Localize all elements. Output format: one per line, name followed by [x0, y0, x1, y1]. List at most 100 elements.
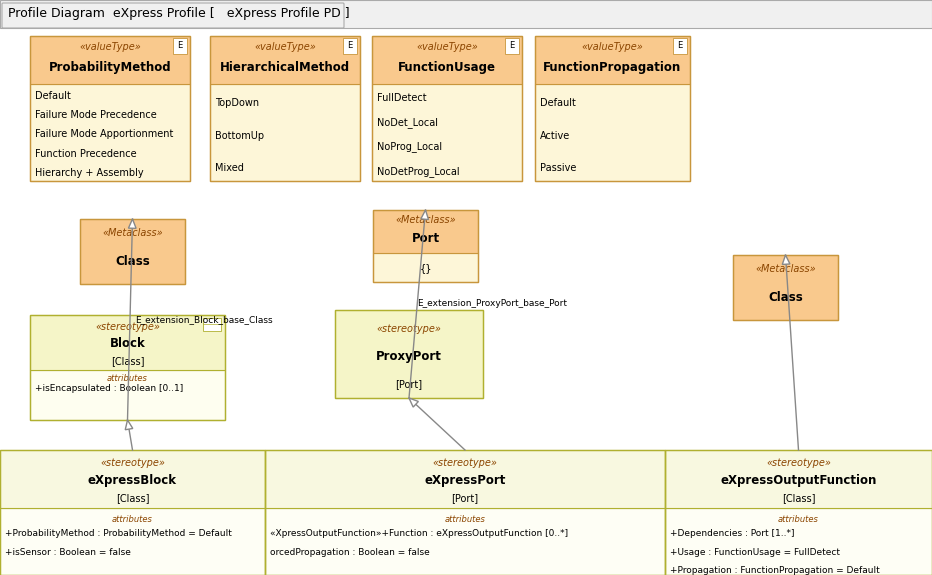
Bar: [30, 315, 225, 420]
Text: Class: Class: [116, 255, 150, 268]
Text: «stereotype»: «stereotype»: [432, 458, 498, 467]
Bar: [265, 508, 665, 575]
Polygon shape: [782, 255, 790, 264]
Text: attributes: attributes: [445, 515, 486, 524]
Text: attributes: attributes: [107, 374, 148, 383]
Bar: [30, 315, 225, 370]
Text: Profile Diagram  eXpress Profile [   eXpress Profile PD ]: Profile Diagram eXpress Profile [ eXpres…: [8, 7, 349, 21]
Text: ProxyPort: ProxyPort: [377, 350, 442, 363]
Text: «Metaclass»: «Metaclass»: [395, 214, 456, 224]
Text: Port: Port: [411, 232, 440, 244]
Bar: [210, 36, 360, 181]
Text: «Metaclass»: «Metaclass»: [755, 264, 816, 274]
Bar: [372, 84, 522, 181]
Bar: [30, 36, 190, 181]
Text: eXpressOutputFunction: eXpressOutputFunction: [720, 474, 877, 487]
Text: Block: Block: [110, 338, 145, 350]
FancyBboxPatch shape: [2, 3, 344, 28]
Bar: [373, 253, 478, 282]
Bar: [733, 255, 838, 320]
Text: E: E: [510, 41, 514, 51]
Bar: [373, 210, 478, 253]
Bar: [30, 84, 190, 181]
Text: +Dependencies : Port [1..*]: +Dependencies : Port [1..*]: [670, 528, 794, 538]
Bar: [210, 84, 360, 181]
Text: HierarchicalMethod: HierarchicalMethod: [220, 60, 350, 74]
Text: Class: Class: [768, 291, 802, 304]
Text: FullDetect: FullDetect: [377, 93, 427, 104]
Bar: [343, 38, 357, 54]
Text: [Class]: [Class]: [782, 493, 816, 503]
Bar: [173, 38, 187, 54]
Text: attributes: attributes: [112, 515, 153, 524]
Bar: [665, 450, 932, 508]
Text: E: E: [348, 41, 352, 51]
Bar: [80, 219, 185, 284]
Polygon shape: [421, 210, 429, 220]
Text: E: E: [678, 41, 682, 51]
Text: Mixed: Mixed: [215, 163, 244, 173]
Text: [Port]: [Port]: [451, 493, 478, 503]
Text: Function Precedence: Function Precedence: [35, 149, 137, 159]
Text: attributes: attributes: [778, 515, 819, 524]
Bar: [373, 210, 478, 282]
Text: «stereotype»: «stereotype»: [766, 458, 831, 467]
Text: Default: Default: [35, 90, 71, 101]
Text: +Usage : FunctionUsage = FullDetect: +Usage : FunctionUsage = FullDetect: [670, 547, 840, 557]
Polygon shape: [129, 219, 136, 228]
Text: eXpressPort: eXpressPort: [424, 474, 506, 487]
Text: [Class]: [Class]: [116, 493, 149, 503]
Text: Failure Mode Precedence: Failure Mode Precedence: [35, 110, 157, 120]
Text: «stereotype»: «stereotype»: [95, 322, 160, 332]
Bar: [335, 310, 483, 398]
Bar: [0, 508, 265, 575]
Text: eXpressBlock: eXpressBlock: [88, 474, 177, 487]
Text: ProbabilityMethod: ProbabilityMethod: [48, 60, 171, 74]
Bar: [505, 38, 519, 54]
Bar: [665, 450, 932, 575]
Text: {}: {}: [419, 263, 432, 273]
Text: Failure Mode Apportionment: Failure Mode Apportionment: [35, 129, 173, 139]
Bar: [0, 450, 265, 575]
Bar: [335, 310, 483, 398]
Text: «valueType»: «valueType»: [79, 41, 141, 52]
Text: FunctionUsage: FunctionUsage: [398, 60, 496, 74]
Bar: [210, 36, 360, 84]
Text: «stereotype»: «stereotype»: [377, 324, 442, 334]
Bar: [265, 450, 665, 575]
Bar: [265, 450, 665, 508]
Text: «Metaclass»: «Metaclass»: [103, 228, 163, 238]
Bar: [372, 36, 522, 181]
Bar: [0, 450, 265, 508]
Text: FunctionPropagation: FunctionPropagation: [543, 60, 681, 74]
Polygon shape: [409, 398, 418, 407]
Text: «valueType»: «valueType»: [416, 41, 478, 52]
Text: «valueType»: «valueType»: [254, 41, 316, 52]
Bar: [0, 0, 932, 28]
Text: NoDetProg_Local: NoDetProg_Local: [377, 166, 459, 177]
Text: NoDet_Local: NoDet_Local: [377, 117, 438, 128]
Text: [Port]: [Port]: [395, 379, 422, 389]
Bar: [203, 318, 221, 331]
Bar: [30, 370, 225, 420]
Text: «valueType»: «valueType»: [582, 41, 643, 52]
Bar: [535, 36, 690, 181]
Text: E_extension_Block_base_Class: E_extension_Block_base_Class: [135, 315, 273, 324]
Text: E: E: [177, 41, 183, 51]
Text: «stereotype»: «stereotype»: [100, 458, 165, 467]
Bar: [535, 84, 690, 181]
Bar: [535, 36, 690, 84]
Text: «XpressOutputFunction»+Function : eXpressOutputFunction [0..*]: «XpressOutputFunction»+Function : eXpres…: [270, 528, 569, 538]
Text: orcedPropagation : Boolean = false: orcedPropagation : Boolean = false: [270, 547, 430, 557]
Text: Passive: Passive: [540, 163, 576, 173]
Text: +Propagation : FunctionPropagation = Default: +Propagation : FunctionPropagation = Def…: [670, 566, 880, 575]
Text: Hierarchy + Assembly: Hierarchy + Assembly: [35, 168, 144, 178]
Bar: [733, 255, 838, 320]
Text: E_extension_ProxyPort_base_Port: E_extension_ProxyPort_base_Port: [417, 300, 567, 309]
Text: Active: Active: [540, 131, 570, 141]
Text: +isSensor : Boolean = false: +isSensor : Boolean = false: [5, 547, 130, 557]
Bar: [673, 38, 687, 54]
Bar: [30, 36, 190, 84]
Bar: [665, 508, 932, 575]
Text: BottomUp: BottomUp: [215, 131, 264, 141]
